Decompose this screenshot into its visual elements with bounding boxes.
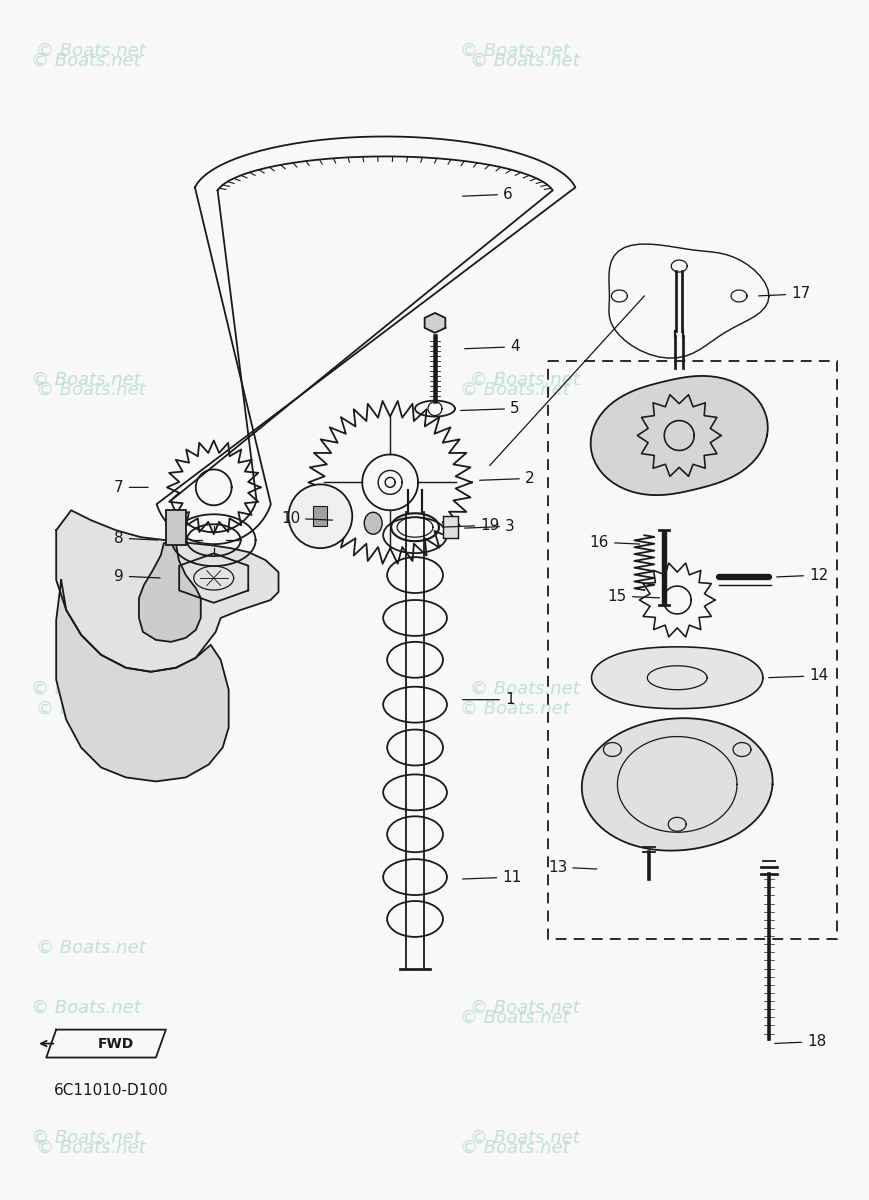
Text: 6: 6 [462, 187, 513, 202]
Polygon shape [425, 313, 445, 332]
Polygon shape [139, 544, 201, 642]
Text: © Boats.net: © Boats.net [470, 679, 580, 697]
Text: © Boats.net: © Boats.net [36, 700, 146, 718]
Text: © Boats.net: © Boats.net [470, 371, 580, 389]
Text: 17: 17 [759, 287, 811, 301]
Bar [547, 361, 837, 938]
Text: © Boats.net: © Boats.net [31, 998, 141, 1016]
Text: 19: 19 [443, 517, 500, 533]
Text: © Boats.net: © Boats.net [36, 380, 146, 398]
Polygon shape [56, 580, 229, 781]
Text: 3: 3 [465, 518, 514, 534]
Text: 8: 8 [114, 530, 158, 546]
Text: 1: 1 [462, 692, 514, 707]
Text: 2: 2 [480, 470, 534, 486]
Text: © Boats.net: © Boats.net [31, 371, 141, 389]
Text: © Boats.net: © Boats.net [470, 1128, 580, 1146]
Text: © Boats.net: © Boats.net [460, 1009, 570, 1027]
Text: 15: 15 [607, 588, 660, 604]
Text: 10: 10 [281, 511, 333, 526]
Text: FWD: FWD [98, 1037, 134, 1050]
Bar [314, 506, 328, 527]
Text: 11: 11 [462, 870, 521, 884]
Polygon shape [582, 719, 773, 851]
Polygon shape [592, 647, 763, 709]
Text: 4: 4 [465, 340, 520, 354]
Bar [443, 516, 458, 538]
Bar [166, 510, 186, 545]
Ellipse shape [364, 512, 382, 534]
Circle shape [289, 485, 352, 548]
Text: © Boats.net: © Boats.net [460, 380, 570, 398]
Text: 12: 12 [777, 568, 828, 582]
Text: 14: 14 [769, 668, 828, 683]
Text: © Boats.net: © Boats.net [460, 1139, 570, 1157]
Text: © Boats.net: © Boats.net [460, 42, 570, 60]
Text: © Boats.net: © Boats.net [31, 52, 141, 70]
Text: 9: 9 [114, 569, 160, 583]
Text: © Boats.net: © Boats.net [31, 679, 141, 697]
Text: © Boats.net: © Boats.net [460, 700, 570, 718]
Text: © Boats.net: © Boats.net [36, 1139, 146, 1157]
Text: 16: 16 [590, 535, 640, 550]
Text: © Boats.net: © Boats.net [470, 998, 580, 1016]
Text: 5: 5 [461, 401, 520, 416]
Text: 13: 13 [548, 859, 597, 875]
Text: 18: 18 [774, 1034, 826, 1049]
Text: © Boats.net: © Boats.net [36, 42, 146, 60]
Text: 6C11010-D100: 6C11010-D100 [54, 1084, 169, 1098]
Polygon shape [591, 376, 768, 496]
Text: © Boats.net: © Boats.net [470, 52, 580, 70]
Text: © Boats.net: © Boats.net [31, 1128, 141, 1146]
Text: © Boats.net: © Boats.net [36, 938, 146, 956]
Text: 7: 7 [114, 480, 148, 494]
Polygon shape [56, 510, 278, 672]
